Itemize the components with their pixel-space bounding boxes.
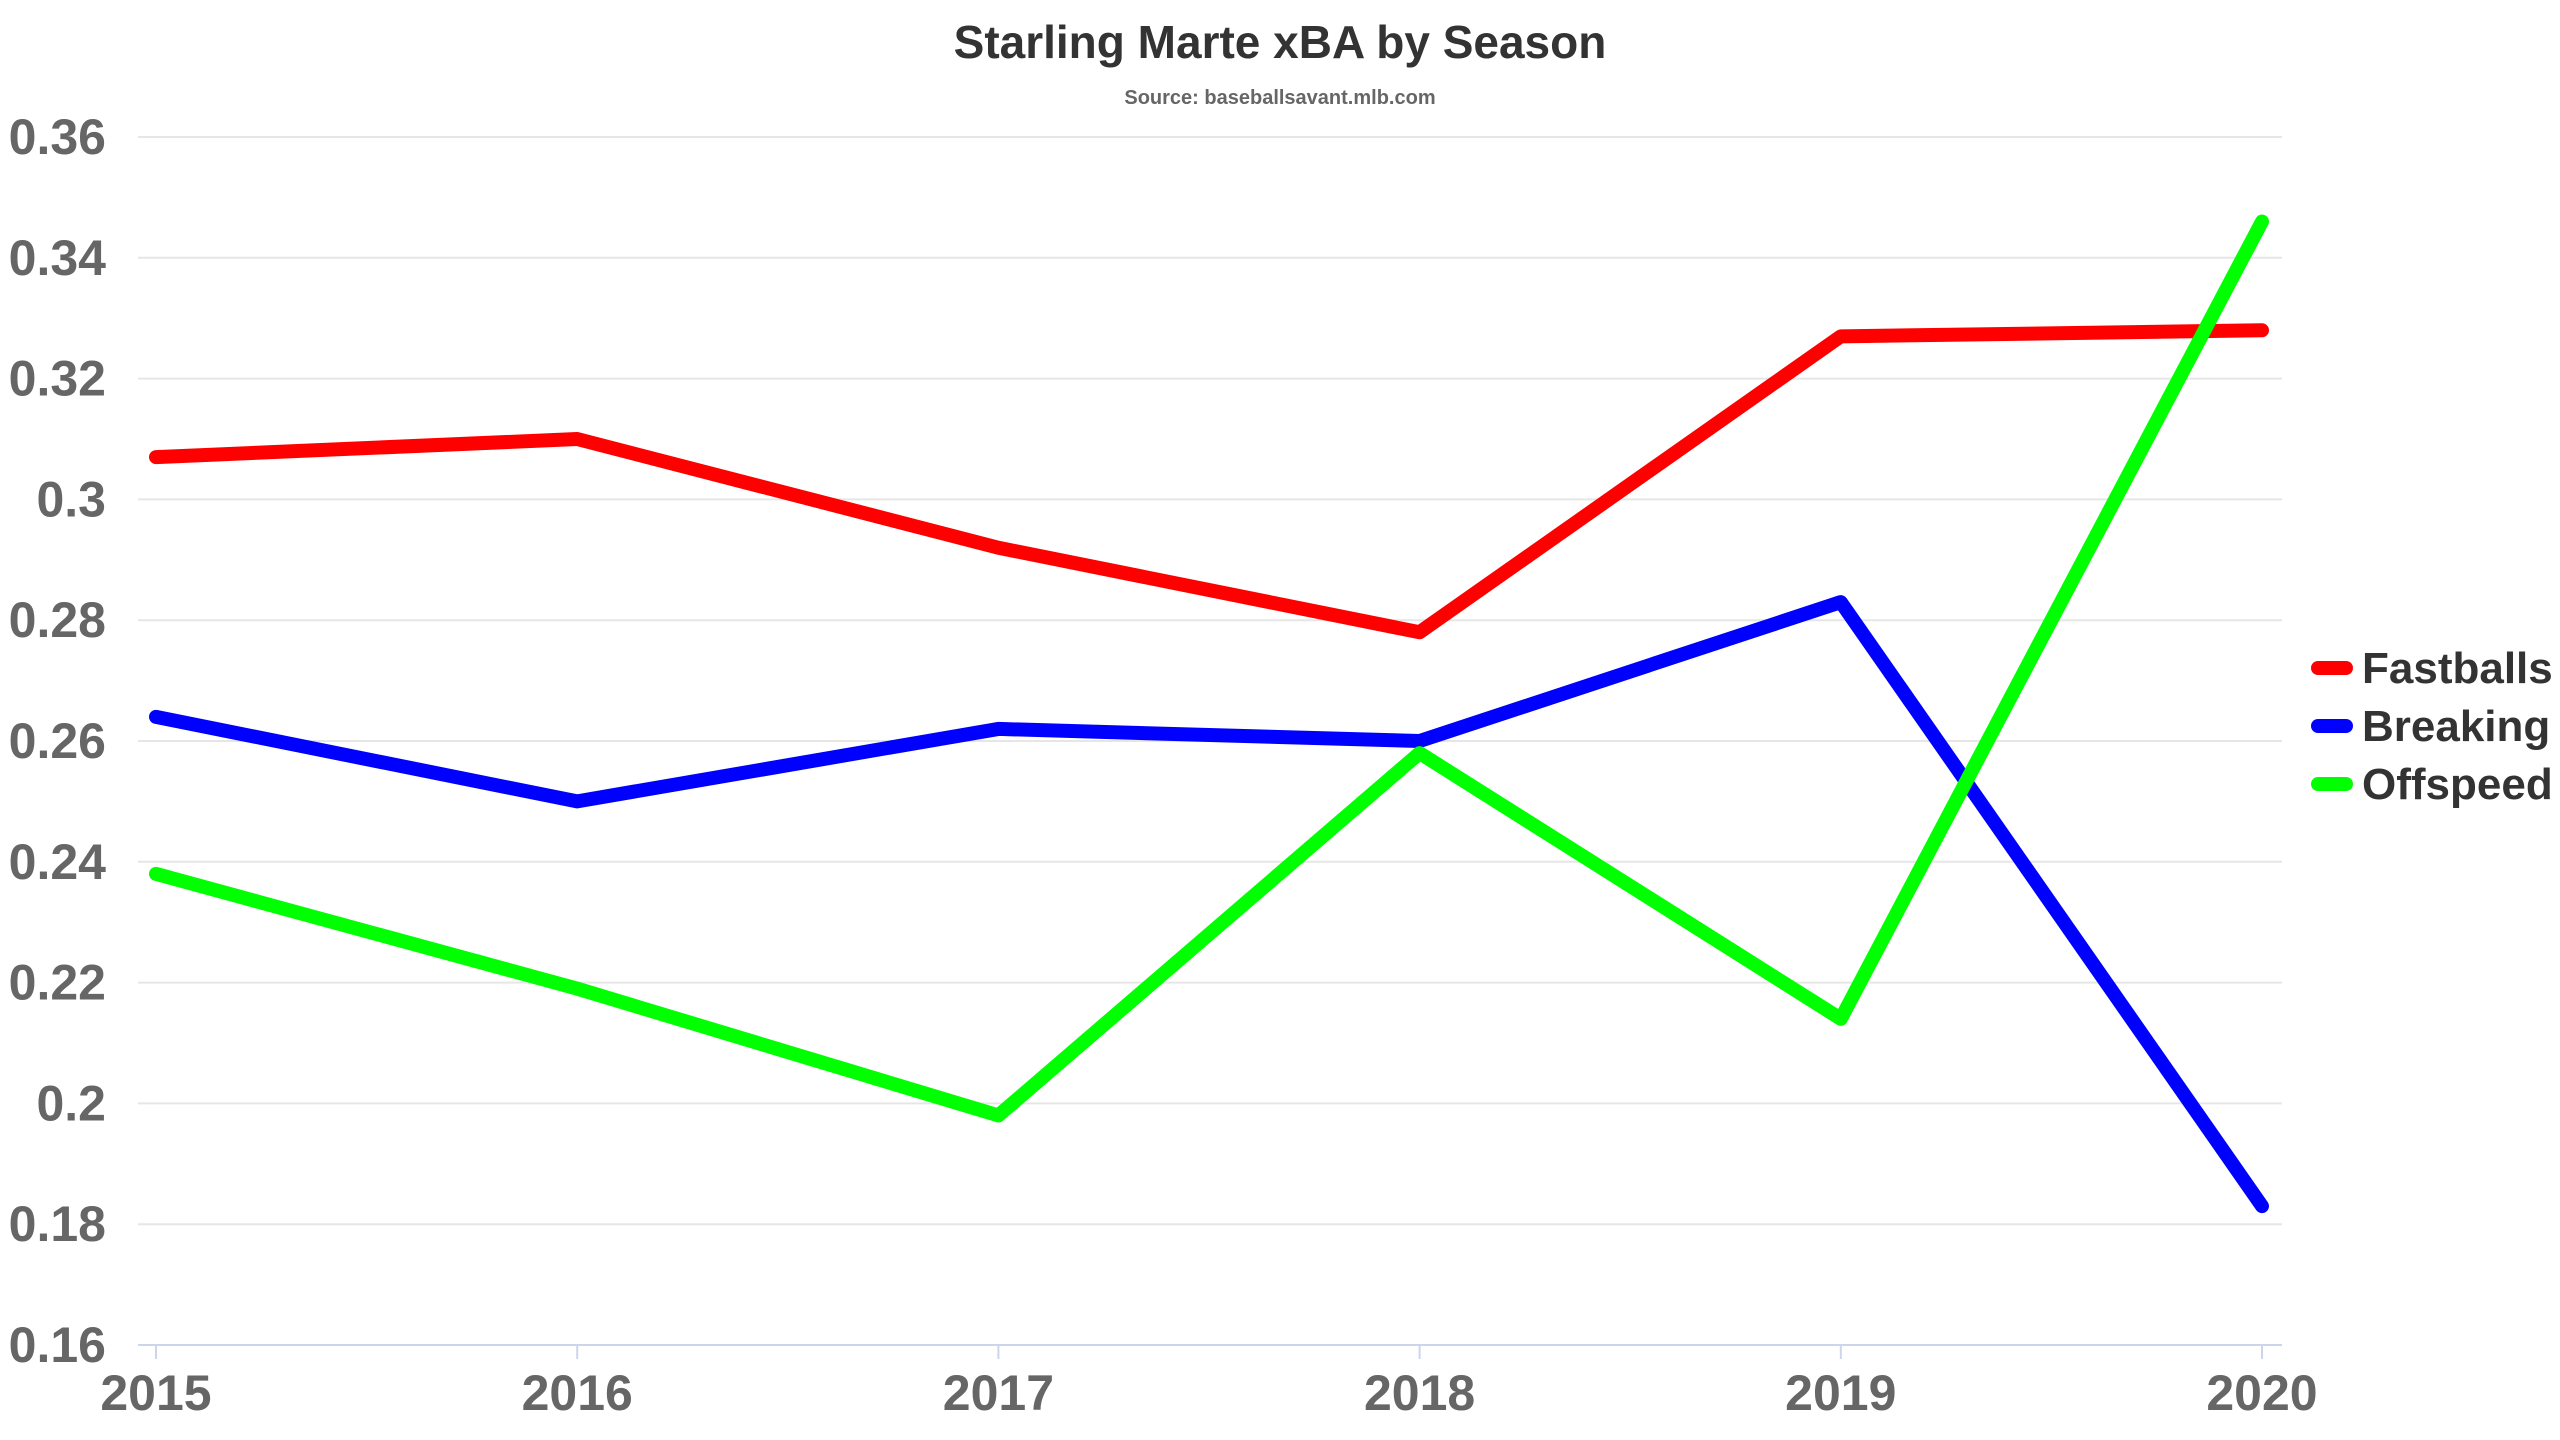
legend-label: Fastballs bbox=[2362, 644, 2553, 693]
y-tick-label: 0.22 bbox=[9, 955, 106, 1011]
x-tick-label: 2015 bbox=[100, 1365, 211, 1421]
x-tick-label: 2018 bbox=[1364, 1365, 1475, 1421]
x-tick-label: 2019 bbox=[1785, 1365, 1896, 1421]
x-tick-label: 2016 bbox=[522, 1365, 633, 1421]
y-tick-label: 0.16 bbox=[9, 1317, 106, 1373]
x-tick-label: 2020 bbox=[2206, 1365, 2317, 1421]
legend-item-breaking[interactable]: Breaking bbox=[2311, 702, 2550, 751]
x-tick-label: 2017 bbox=[943, 1365, 1054, 1421]
chart-subtitle: Source: baseballsavant.mlb.com bbox=[1124, 87, 1435, 109]
grid-lines bbox=[138, 136, 2282, 1226]
series-lines bbox=[149, 214, 2269, 1214]
x-axis: 2015 2016 2017 2018 2019 2020 bbox=[100, 1344, 2318, 1421]
series-line-breaking[interactable] bbox=[149, 595, 2269, 1214]
chart-title: Starling Marte xBA by Season bbox=[954, 16, 1607, 68]
y-tick-label: 0.18 bbox=[9, 1196, 106, 1252]
legend-label: Breaking bbox=[2362, 702, 2550, 751]
y-tick-label: 0.28 bbox=[9, 592, 106, 648]
y-tick-label: 0.32 bbox=[9, 351, 106, 407]
legend-item-fastballs[interactable]: Fastballs bbox=[2311, 644, 2553, 693]
series-line-offspeed[interactable] bbox=[149, 214, 2269, 1123]
y-tick-label: 0.34 bbox=[9, 230, 107, 286]
y-tick-label: 0.26 bbox=[9, 713, 106, 769]
legend-label: Offspeed bbox=[2362, 760, 2553, 809]
y-tick-label: 0.2 bbox=[36, 1075, 106, 1131]
y-tick-label: 0.24 bbox=[9, 834, 107, 890]
y-tick-label: 0.3 bbox=[36, 471, 106, 527]
legend: Fastballs Breaking Offspeed bbox=[2311, 644, 2553, 809]
y-tick-label: 0.36 bbox=[9, 109, 106, 165]
series-line-fastballs[interactable] bbox=[149, 323, 2269, 640]
legend-item-offspeed[interactable]: Offspeed bbox=[2311, 760, 2553, 809]
y-axis: 0.16 0.18 0.2 0.22 0.24 0.26 0.28 0.3 0.32 0.34 0.… bbox=[9, 109, 107, 1373]
